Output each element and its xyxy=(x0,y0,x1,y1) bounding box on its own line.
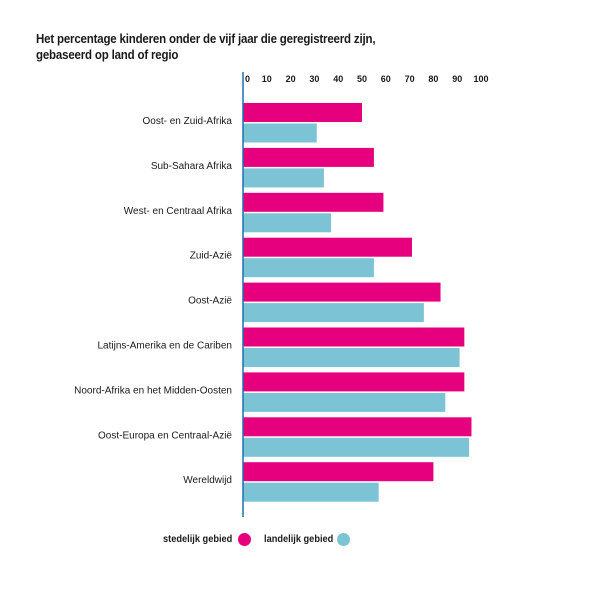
bar-urban xyxy=(243,282,441,302)
bar-rural xyxy=(243,168,324,188)
chart-title: Het percentage kinderen onder de vijf ja… xyxy=(36,31,514,63)
bar-rural xyxy=(243,213,332,233)
x-tick-label: 30 xyxy=(309,74,319,84)
bar-urban xyxy=(243,462,434,482)
x-tick-label: 50 xyxy=(357,74,367,84)
bar-rural xyxy=(243,437,470,457)
x-tick-label: 40 xyxy=(333,74,343,84)
category-label: Noord-Afrika en het Midden-Oosten xyxy=(74,385,232,396)
bar-rural xyxy=(243,348,460,367)
bar-urban xyxy=(243,417,472,437)
category-label: Oost-Azië xyxy=(188,296,232,307)
bar-urban xyxy=(243,103,362,122)
category-label: West- en Centraal Afrika xyxy=(124,206,233,217)
bar-urban xyxy=(243,147,374,167)
bar-rural xyxy=(243,258,374,278)
chart-title-line-2: gebaseerd op land of regio xyxy=(36,48,179,62)
x-tick-label: 70 xyxy=(405,74,415,84)
x-tick-label: 80 xyxy=(428,74,438,84)
x-tick-label: 20 xyxy=(286,74,296,84)
chart-title-line-1: Het percentage kinderen onder de vijf ja… xyxy=(36,32,376,46)
legend-label-urban: stedelijk gebied xyxy=(163,533,233,545)
bar-rural xyxy=(243,482,379,502)
bar-urban xyxy=(243,327,465,347)
category-label: Oost-Europa en Centraal-Azië xyxy=(98,430,232,441)
legend-marker-urban xyxy=(238,533,251,546)
x-tick-label: 90 xyxy=(452,74,462,84)
category-label: Oost- en Zuid-Afrika xyxy=(143,116,233,127)
legend-label-rural: landelijk gebied xyxy=(264,533,334,545)
bar-urban xyxy=(243,237,412,257)
bar-rural xyxy=(243,123,317,143)
x-tick-label: 10 xyxy=(262,74,272,84)
x-tick-label: 60 xyxy=(381,74,391,84)
bar-urban xyxy=(243,372,465,392)
x-tick-label: 0 xyxy=(245,74,250,84)
bar-rural xyxy=(243,303,424,323)
category-label: Latijns-Amerika en de Cariben xyxy=(97,341,232,352)
category-label: Wereldwijd xyxy=(183,475,232,486)
x-tick-label: 100 xyxy=(473,74,488,84)
category-label: Sub-Sahara Afrika xyxy=(151,161,233,172)
bar-rural xyxy=(243,392,446,412)
legend-marker-rural xyxy=(337,533,350,546)
bar-urban xyxy=(243,192,384,212)
category-label: Zuid-Azië xyxy=(190,251,233,262)
